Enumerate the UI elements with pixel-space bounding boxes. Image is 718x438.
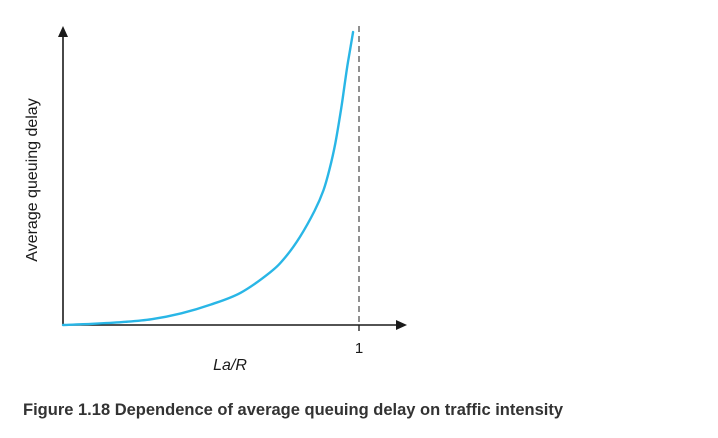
y-axis-label: Average queuing delay [24,98,41,261]
x-axis-arrow-icon [396,320,407,330]
x-tick-label: 1 [355,340,363,357]
delay-curve [61,30,355,327]
figure-caption: Figure 1.18 Dependence of average queuin… [23,401,564,419]
y-axis-arrow-icon [58,26,68,37]
plot-area: 1 [58,26,407,357]
x-axis-label: La/R [213,357,247,374]
